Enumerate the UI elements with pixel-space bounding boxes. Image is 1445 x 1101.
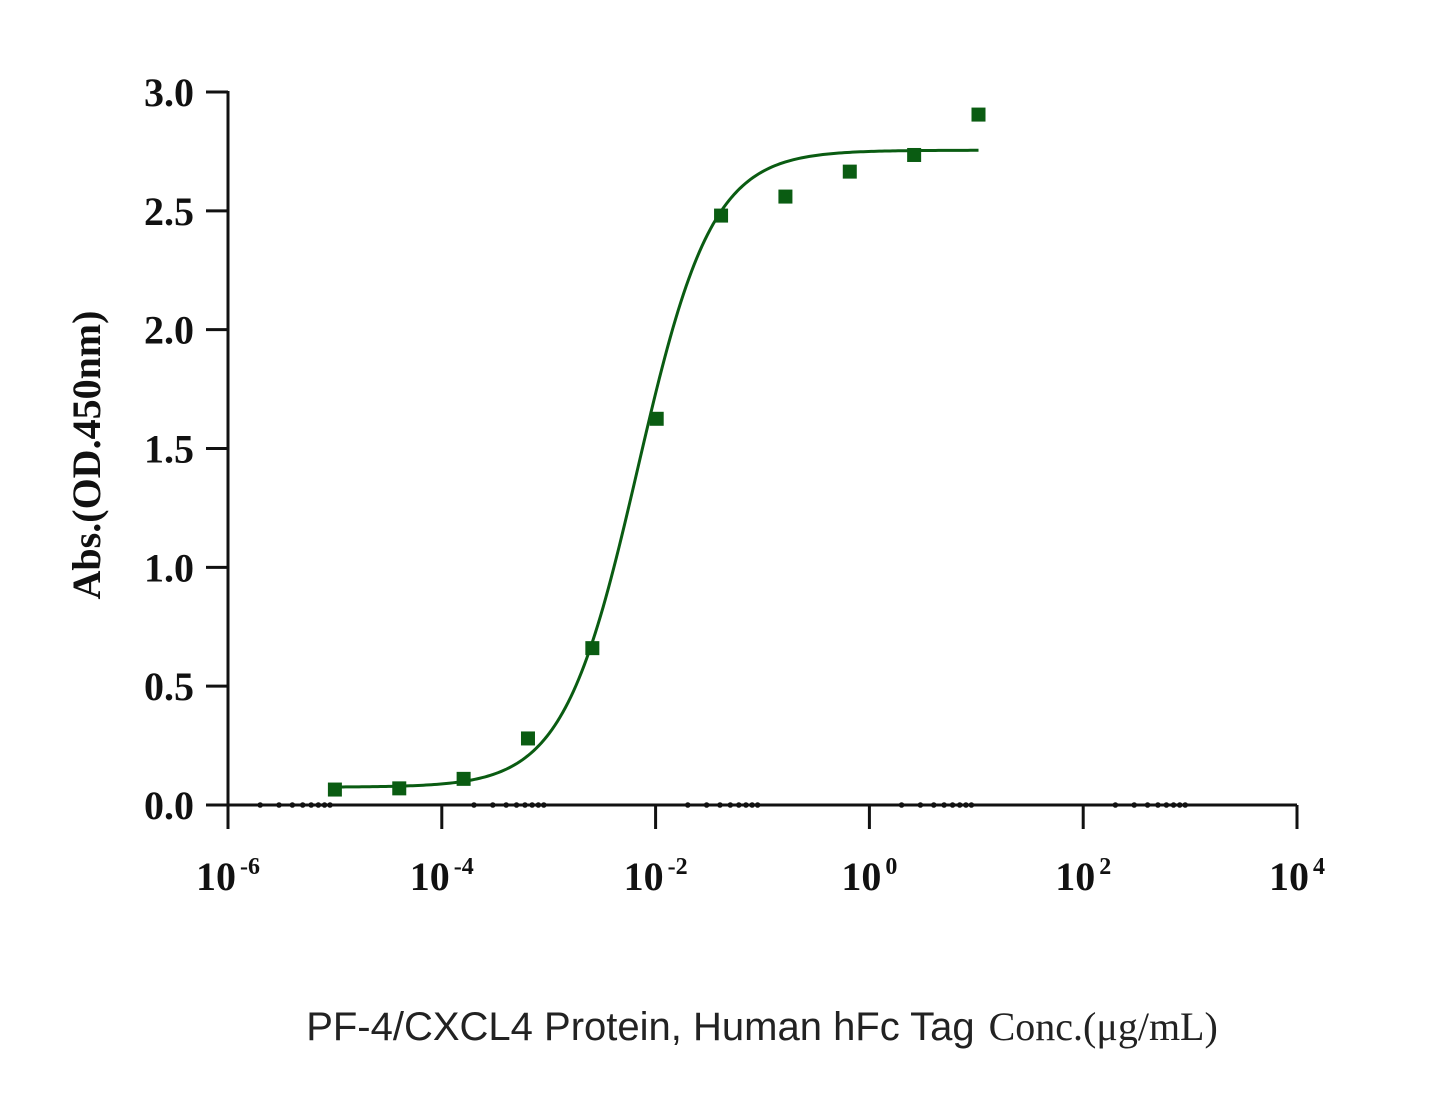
x-minor-tick [684,802,691,808]
x-minor-tick [522,802,528,808]
x-minor-tick [1176,802,1183,808]
x-minor-tick [743,802,749,808]
data-point [778,189,793,204]
x-tick-label-base: 10 [1269,854,1309,899]
data-point [456,771,471,786]
x-axis-label: PF-4/CXCL4 Protein, Human hFc Tag Conc.(μ… [306,1004,1218,1049]
y-tick-label: 0.5 [144,664,194,709]
x-minor-tick [1170,802,1177,808]
x-ticks: 10 -6 10 -4 10 -2 10 0 10 2 10 4 [196,802,1325,899]
y-tick-label: 2.0 [144,308,194,353]
x-minor-tick [930,802,937,808]
x-minor-tick [956,802,963,808]
x-tick-label-exp: 0 [885,854,897,880]
axes [226,91,1297,807]
x-tick-label-exp: -4 [454,854,474,880]
x-minor-tick [289,802,296,808]
x-tick-label: 10 4 [1269,854,1325,899]
x-tick-label: 10 -6 [196,854,260,899]
x-minor-tick [471,802,477,808]
x-minor-tick [968,802,975,808]
data-point [392,781,407,796]
y-axis-label: Abs.(OD.450nm) [64,311,109,600]
x-minor-tick [299,802,306,808]
x-minor-tick [703,802,710,808]
x-minor-tick [1163,802,1170,808]
x-tick-label-exp: -2 [668,854,688,880]
data-points [327,107,986,797]
x-tick-label-base: 10 [624,854,664,899]
x-minor-tick [949,802,956,808]
y-tick-label: 3.0 [144,70,194,115]
x-minor-tick [535,802,542,808]
data-point [971,107,986,122]
x-minor-tick [717,802,723,808]
x-minor-tick [1144,802,1151,808]
x-minor-tick [735,802,742,808]
x-tick-label: 10 0 [841,854,897,899]
data-point [907,147,922,162]
fit-curve [334,148,979,789]
data-point [585,641,600,656]
x-minor-tick [941,802,947,808]
x-minor-tick [321,802,328,808]
x-minor-tick [257,802,263,808]
x-minor-tick [529,802,535,808]
x-minor-tick [1112,802,1119,808]
x-tick-label-base: 10 [410,854,450,899]
data-point [327,782,342,797]
y-tick-label: 1.0 [144,545,194,590]
x-tick-label: 10 -4 [410,854,474,899]
x-minor-tick [490,802,496,808]
x-tick-label-base: 10 [1055,854,1095,899]
x-tick-label: 10 -2 [624,854,688,899]
x-minor-tick [513,802,520,808]
x-minor-tick [541,802,547,808]
x-minor-tick [308,802,314,808]
x-minor-tick [749,802,755,808]
x-minor-tick [327,802,333,808]
x-tick-label-exp: -6 [240,854,260,880]
data-point [714,208,729,223]
y-tick-label: 2.5 [144,189,194,234]
x-minor-tick [276,802,282,808]
data-point [649,411,664,426]
x-tick-label-exp: 2 [1099,854,1111,880]
fit-curve-group [334,148,979,789]
x-tick-label-base: 10 [841,854,881,899]
data-point [842,164,857,179]
y-tick-label: 0.0 [144,783,194,828]
x-minor-tick [754,802,761,808]
x-tick-label-base: 10 [196,854,236,899]
x-minor-tick [1182,802,1189,808]
x-axis-label-unit: Conc.(μg/mL) [989,1004,1218,1049]
x-minor-tick [727,802,734,808]
y-tick-label: 1.5 [144,427,194,472]
x-minor-tick [315,802,322,808]
x-minor-tick [1155,802,1161,808]
y-ticks: 0.0 0.5 1.0 1.5 2.0 2.5 3.0 [144,70,228,828]
x-minor-tick [898,802,905,808]
x-tick-label-exp: 4 [1313,854,1325,880]
x-minor-tick [917,802,924,808]
x-minor-tick [1131,802,1138,808]
data-point [520,731,535,746]
x-minor-tick [503,802,509,808]
x-minor-tick [963,802,969,808]
x-axis-label-main: PF-4/CXCL4 Protein, Human hFc Tag [306,1005,974,1049]
x-tick-label: 10 2 [1055,854,1111,899]
